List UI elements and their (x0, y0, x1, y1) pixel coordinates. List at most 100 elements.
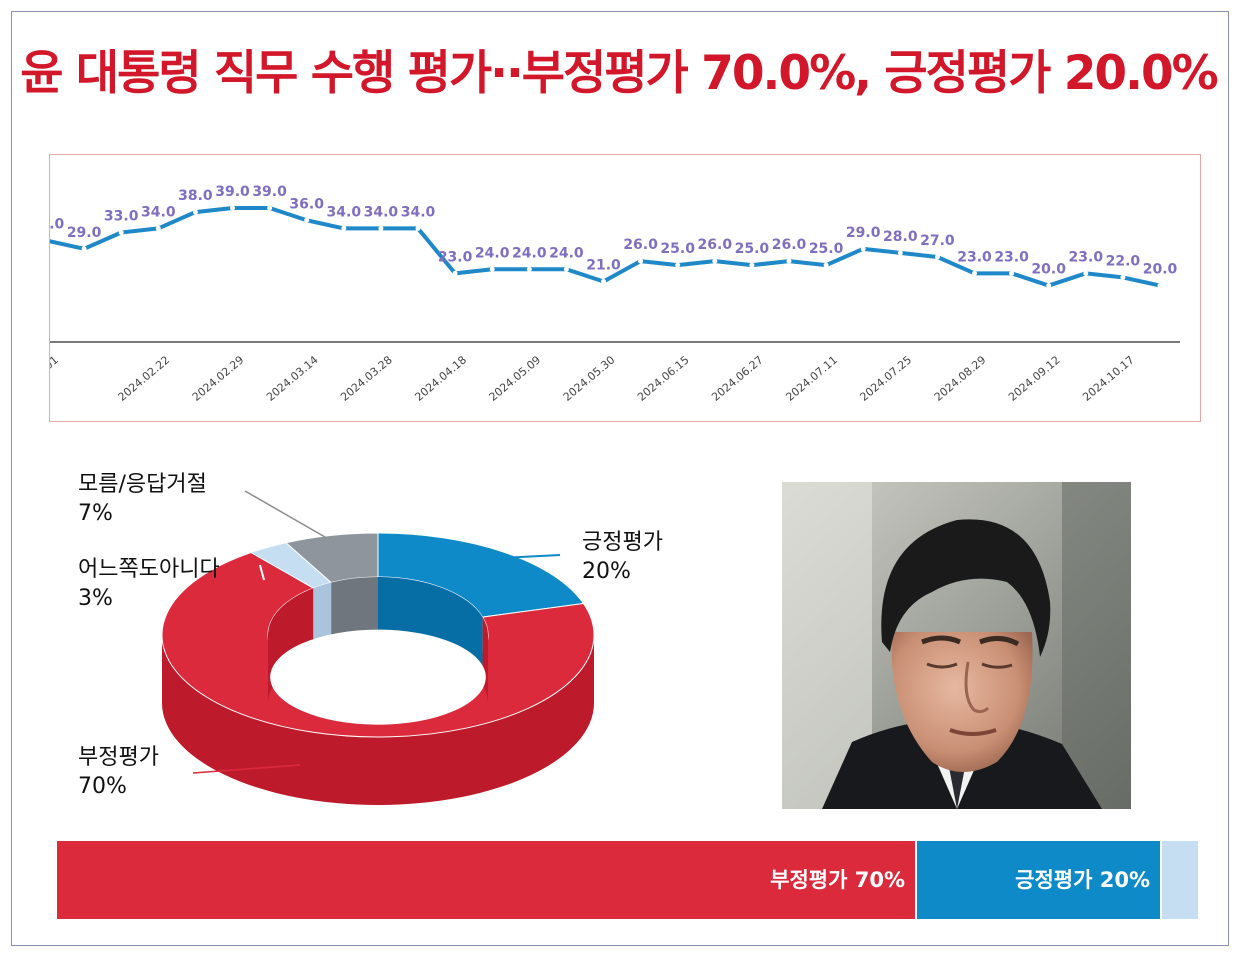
trend-point (489, 266, 495, 272)
pie-label-neutral-name: 어느쪽도아니다 (78, 557, 220, 582)
trend-point (675, 262, 681, 268)
donut-side-negative (162, 635, 594, 805)
trend-point (972, 270, 977, 276)
trend-value-label: 24.0 (512, 245, 547, 261)
pie-label-unknown: 모름/응답거절 7% (78, 470, 207, 528)
x-tick-label: 2024.04.18 (412, 353, 469, 403)
x-tick-label: 2024.03.28 (338, 353, 395, 403)
pie-label-neutral: 어느쪽도아니다 3% (78, 555, 220, 613)
stacked-seg-label-negative: 부정평가 70% (770, 868, 905, 892)
page-title: 윤 대통령 직무 수행 평가··부정평가 70.0%, 긍정평가 20.0% (20, 46, 1219, 101)
stacked-seg-other (1160, 841, 1198, 919)
trend-point (118, 230, 124, 235)
donut-chart (161, 490, 595, 805)
x-tick-label: 2024.05.30 (561, 353, 618, 403)
pie-label-positive-name: 긍정평가 (582, 530, 663, 555)
page-frame (11, 11, 1229, 946)
trend-value-label: 26.0 (698, 237, 733, 253)
trend-point (1157, 283, 1163, 289)
trend-value-label: 23.0 (994, 249, 1029, 265)
trend-value-label: 38.0 (178, 188, 213, 204)
pie-label-negative-value: 70% (78, 774, 127, 799)
trend-value-label: 26.0 (623, 237, 658, 253)
trend-point (823, 262, 829, 268)
trend-value-label: 29.0 (67, 225, 102, 241)
trend-value-label: 25.0 (660, 241, 695, 257)
trend-point (378, 225, 384, 231)
leader-negative (192, 764, 301, 774)
trend-value-label: 33.0 (104, 209, 139, 225)
trend-point (1009, 270, 1015, 276)
x-tick-label: 2024.05.09 (487, 353, 544, 403)
trend-value-label: 25.0 (809, 241, 844, 257)
x-tick-label: 2024.02.29 (190, 353, 247, 403)
trend-value-label: 26.0 (772, 237, 807, 253)
trend-value-label: 36.0 (289, 196, 324, 212)
trend-value-label: 34.0 (364, 204, 399, 220)
donut-hole (270, 629, 486, 725)
stacked-seg-negative: 부정평가 70% (57, 841, 915, 919)
trend-point (786, 258, 792, 264)
x-tick-label: 2024.07.11 (783, 353, 840, 403)
trend-point (934, 254, 940, 260)
x-tick-label: 2024.02.01 (50, 353, 61, 403)
trend-value-label: 25.0 (735, 241, 770, 257)
trend-point (749, 262, 755, 268)
trend-point (81, 246, 87, 252)
trend-value-label: 34.0 (401, 204, 436, 220)
trend-point (1120, 274, 1126, 280)
x-tick-label: 2024.02.22 (116, 353, 173, 403)
stacked-bar: 부정평가 70% 긍정평가 20% (57, 841, 1198, 919)
trend-point (230, 205, 235, 211)
trend-value-label: 34.0 (141, 204, 176, 220)
trend-point (155, 225, 161, 231)
pie-label-unknown-name: 모름/응답거절 (78, 472, 207, 497)
trend-point (341, 225, 347, 231)
pie-label-positive: 긍정평가 20% (582, 528, 663, 586)
stacked-seg-positive: 긍정평가 20% (915, 841, 1160, 919)
leader-positive (499, 554, 561, 559)
x-tick-label: 2024.06.27 (709, 353, 766, 403)
x-tick-label: 2024.07.25 (858, 353, 915, 403)
trend-point (192, 209, 198, 215)
trend-point (897, 250, 903, 256)
trend-point (1083, 270, 1089, 276)
trend-value-label: 27.0 (920, 233, 955, 249)
trend-value-label: 23.0 (957, 249, 992, 265)
trend-point (415, 225, 421, 231)
trend-value-label: 23.0 (1069, 249, 1104, 265)
leader-unknown (244, 490, 326, 538)
pie-label-unknown-value: 7% (78, 501, 113, 526)
trend-value-label: 23.0 (438, 249, 473, 265)
pie-label-positive-value: 20% (582, 559, 631, 584)
portrait-photo (782, 482, 1131, 809)
trend-point (563, 266, 569, 272)
trend-point (860, 246, 866, 252)
x-tick-label: 2024.08.29 (932, 353, 989, 403)
trend-value-label: 28.0 (883, 229, 918, 245)
trend-point (304, 217, 310, 223)
trend-point (638, 258, 644, 264)
trend-point (601, 279, 606, 284)
x-tick-label: 2024.06.15 (635, 353, 692, 403)
trend-value-label: 20.0 (1031, 262, 1066, 278)
trend-point (526, 266, 532, 272)
trend-value-label: 31.0 (50, 217, 65, 233)
trend-value-label: 22.0 (1106, 253, 1141, 269)
trend-point (712, 258, 718, 264)
trend-point (452, 270, 458, 276)
trend-value-label: 21.0 (586, 258, 621, 274)
trend-line-svg: 31.029.033.034.038.039.039.036.034.034.0… (50, 184, 1180, 404)
trend-value-label: 39.0 (215, 184, 250, 200)
trend-point (267, 205, 273, 211)
pie-label-negative: 부정평가 70% (78, 743, 159, 801)
trend-line-chart: 31.029.033.034.038.039.039.036.034.034.0… (49, 154, 1201, 422)
trend-value-label: 24.0 (475, 245, 510, 261)
trend-value-label: 20.0 (1143, 262, 1178, 278)
x-tick-label: 2024.09.12 (1006, 353, 1063, 403)
trend-value-label: 34.0 (327, 204, 362, 220)
portrait-illustration (782, 482, 1131, 809)
x-tick-label: 2024.03.14 (264, 353, 321, 403)
trend-series-line (50, 206, 1161, 288)
trend-point (1046, 283, 1052, 289)
